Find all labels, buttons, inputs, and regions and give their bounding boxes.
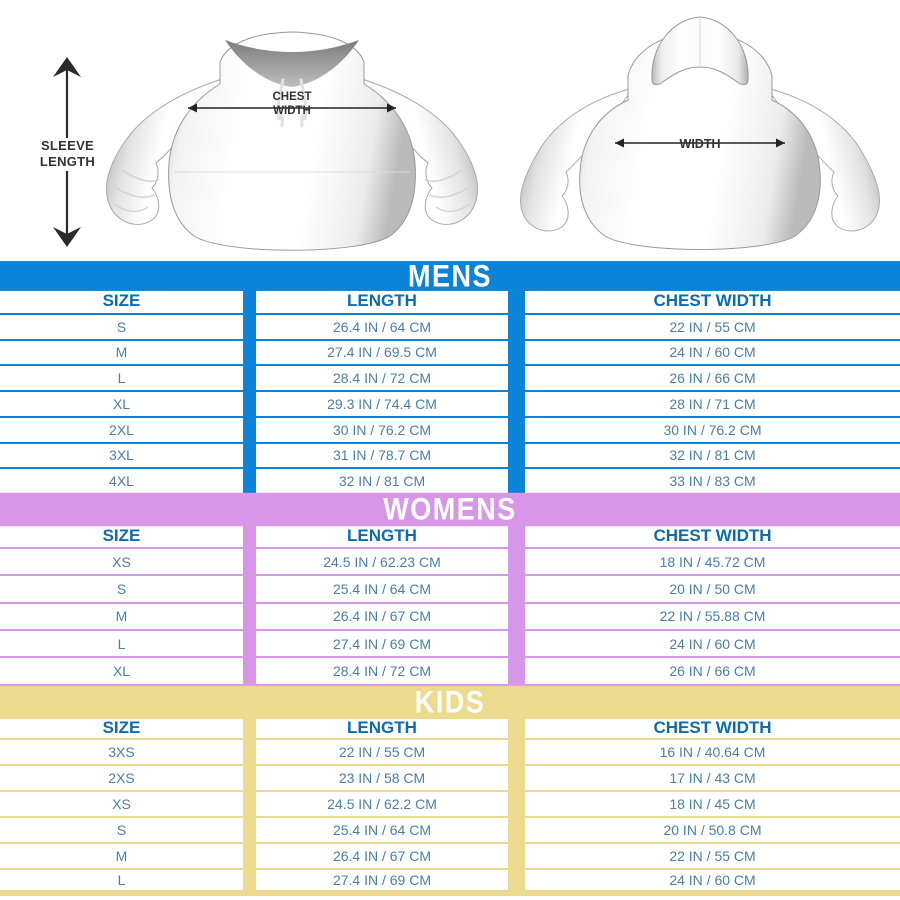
svg-text:CHEST: CHEST <box>273 91 312 103</box>
svg-text:WIDTH: WIDTH <box>680 137 721 151</box>
svg-text:WIDTH: WIDTH <box>273 105 311 117</box>
